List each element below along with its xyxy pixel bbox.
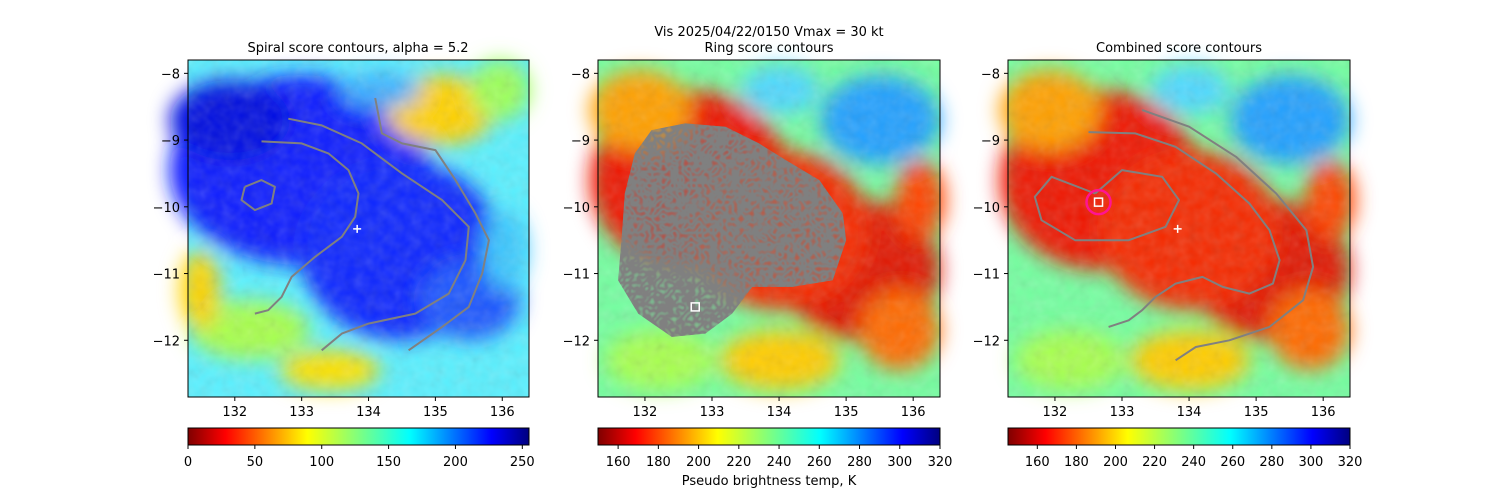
score-max-square-marker <box>1093 197 1104 207</box>
x-tick-label: 133 <box>289 405 314 420</box>
colorbar-tick-label: 150 <box>376 455 401 470</box>
colorbar-tick-label: 280 <box>847 455 872 470</box>
colorbar-tick-label: 200 <box>443 455 468 470</box>
contour-line <box>240 179 276 212</box>
panel-spiral: Spiral score contours, alpha = 5.2 132 13… <box>153 41 535 470</box>
heatmap-spiral <box>170 60 530 397</box>
colorbar-tick-label: 160 <box>606 455 631 470</box>
colorbar-tick-label: 240 <box>1181 455 1206 470</box>
colorbar-tick-label: 100 <box>309 455 334 470</box>
ring-contour-fill <box>618 123 847 337</box>
x-tick-label: 132 <box>1043 405 1068 420</box>
y-tick-label: −9 <box>161 134 180 149</box>
y-tick-label: −8 <box>161 67 180 82</box>
plot-frame-spiral <box>187 59 530 398</box>
center-circle-marker <box>1085 188 1112 216</box>
y-tick-label: −11 <box>153 268 180 283</box>
contour-line <box>1033 169 1180 242</box>
contour-line <box>1088 131 1281 328</box>
x-tick-label: 134 <box>767 405 792 420</box>
heatmap-combined <box>1000 60 1355 397</box>
panel-title-ring: Ring score contours <box>704 41 833 56</box>
colorbar-tick-label: 180 <box>1064 455 1089 470</box>
panel-title-spiral: Spiral score contours, alpha = 5.2 <box>247 41 468 56</box>
x-tick-label: 132 <box>633 405 658 420</box>
colorbar-tick-label: 300 <box>887 455 912 470</box>
y-tick-label: −10 <box>153 201 180 216</box>
contours-spiral <box>240 97 490 352</box>
x-tick-label: 136 <box>490 405 515 420</box>
colorbar-tick-label: 160 <box>1025 455 1050 470</box>
contours-combined <box>1033 109 1315 362</box>
y-tick-label: −12 <box>973 334 1000 349</box>
plot-frame-ring <box>597 59 941 398</box>
colorbar-tick-label: 300 <box>1299 455 1324 470</box>
x-tick-label: 132 <box>222 405 247 420</box>
colorbar-tick-label: 320 <box>928 455 953 470</box>
colorbar-ring: 160 180 200 220 240 260 280 300 320 <box>597 427 953 470</box>
panel-ring: Ring score contours 132 133 134 135 136 −8 −9 −… <box>563 41 953 489</box>
x-tick-label: 135 <box>1244 405 1269 420</box>
colorbar-tick-label: 250 <box>510 455 535 470</box>
y-tick-label: −12 <box>153 334 180 349</box>
x-tick-label: 136 <box>901 405 926 420</box>
y-tick-label: −11 <box>973 268 1000 283</box>
x-tick-label: 133 <box>700 405 725 420</box>
colorbar-tick-label: 50 <box>247 455 264 470</box>
contour-line <box>374 97 490 352</box>
panel-title-combined: Combined score contours <box>1096 41 1262 56</box>
x-tick-label: 133 <box>1110 405 1135 420</box>
figure-suptitle: Vis 2025/04/22/0150 Vmax = 30 kt <box>654 25 883 40</box>
x-tick-label: 135 <box>423 405 448 420</box>
y-tick-label: −9 <box>981 134 1000 149</box>
colorbar-tick-label: 0 <box>184 455 192 470</box>
colorbar-tick-label: 320 <box>1338 455 1363 470</box>
x-tick-label: 135 <box>834 405 859 420</box>
colorbar-combined: 160 180 200 220 240 260 280 300 320 <box>1007 427 1363 470</box>
x-tick-label: 136 <box>1311 405 1336 420</box>
plot-frame-combined <box>1007 59 1351 398</box>
first-guess-plus-marker <box>1173 224 1182 233</box>
colorbar-tick-label: 240 <box>767 455 792 470</box>
panel-combined: Combined score contours 132 133 134 135 136 −… <box>973 41 1363 470</box>
ring-region-gray <box>618 123 847 337</box>
colorbar-tick-label: 220 <box>1142 455 1167 470</box>
y-tick-label: −10 <box>973 201 1000 216</box>
colorbar-tick-label: 200 <box>1103 455 1128 470</box>
colorbar-tick-label: 220 <box>726 455 751 470</box>
y-tick-label: −8 <box>571 67 590 82</box>
colorbar-tick-label: 180 <box>646 455 671 470</box>
contour-line <box>254 140 360 315</box>
colorbar-label: Pseudo brightness temp, K <box>682 474 857 489</box>
colorbar-tick-label: 200 <box>686 455 711 470</box>
x-tick-label: 134 <box>1177 405 1202 420</box>
first-guess-plus-marker <box>353 224 362 233</box>
colorbar-tick-label: 260 <box>1220 455 1245 470</box>
y-tick-label: −12 <box>563 334 590 349</box>
y-tick-label: −8 <box>981 67 1000 82</box>
score-max-square-marker <box>690 302 700 312</box>
y-tick-label: −11 <box>563 268 590 283</box>
y-tick-label: −10 <box>563 201 590 216</box>
contour-line <box>288 117 470 352</box>
contour-line <box>1141 109 1315 362</box>
y-tick-label: −9 <box>571 134 590 149</box>
colorbar-spiral: 0 50 100 150 200 250 <box>184 427 535 470</box>
colorbar-tick-label: 280 <box>1259 455 1284 470</box>
x-tick-label: 134 <box>356 405 381 420</box>
colorbar-tick-label: 260 <box>807 455 832 470</box>
